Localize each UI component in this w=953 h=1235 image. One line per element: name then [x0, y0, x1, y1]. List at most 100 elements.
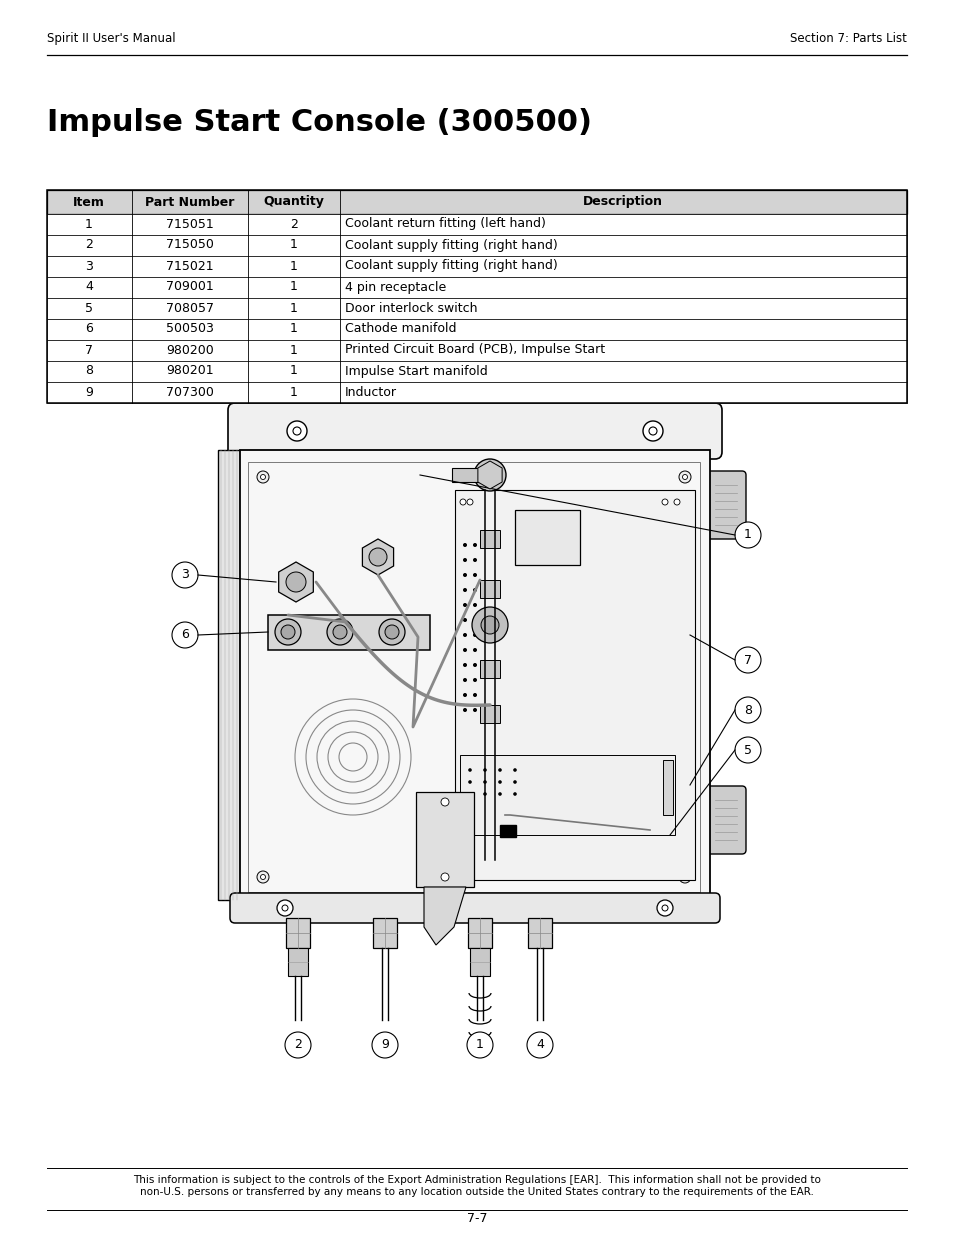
Text: Description: Description — [582, 195, 662, 209]
Bar — [468, 918, 492, 948]
Bar — [662, 760, 672, 815]
Circle shape — [260, 474, 265, 479]
Circle shape — [256, 471, 269, 483]
Text: 8: 8 — [743, 704, 751, 716]
Circle shape — [276, 900, 293, 916]
Circle shape — [473, 648, 476, 652]
Circle shape — [440, 798, 449, 806]
Bar — [47, 214, 906, 235]
Circle shape — [480, 616, 498, 634]
Bar — [47, 319, 906, 340]
Circle shape — [734, 697, 760, 722]
Circle shape — [462, 543, 467, 547]
Bar — [286, 918, 310, 948]
Circle shape — [462, 708, 467, 713]
Bar — [416, 792, 474, 887]
Circle shape — [293, 427, 301, 435]
Text: 980201: 980201 — [166, 364, 213, 378]
Circle shape — [468, 792, 472, 795]
Text: Coolant supply fitting (right hand): Coolant supply fitting (right hand) — [345, 259, 558, 273]
Text: This information is subject to the controls of the Export Administration Regulat: This information is subject to the contr… — [132, 1174, 821, 1197]
Text: Impulse Start Console (300500): Impulse Start Console (300500) — [47, 107, 592, 137]
Text: Impulse Start manifold: Impulse Start manifold — [345, 364, 487, 378]
Bar — [288, 948, 308, 976]
Circle shape — [661, 905, 667, 911]
Circle shape — [679, 871, 690, 883]
Text: 1: 1 — [290, 259, 297, 273]
FancyBboxPatch shape — [705, 471, 745, 538]
Bar — [479, 530, 499, 548]
Bar — [455, 490, 695, 881]
Text: 1: 1 — [290, 238, 297, 252]
Bar — [47, 340, 906, 361]
Circle shape — [333, 625, 347, 638]
Circle shape — [473, 634, 476, 637]
Text: Printed Circuit Board (PCB), Impulse Start: Printed Circuit Board (PCB), Impulse Sta… — [345, 343, 604, 357]
Bar — [248, 462, 700, 892]
Circle shape — [462, 663, 467, 667]
Circle shape — [679, 471, 690, 483]
Circle shape — [482, 781, 486, 784]
Circle shape — [256, 871, 269, 883]
Circle shape — [473, 543, 476, 547]
Circle shape — [172, 562, 198, 588]
Text: 2: 2 — [294, 1039, 301, 1051]
Text: Coolant return fitting (left hand): Coolant return fitting (left hand) — [345, 217, 545, 231]
Text: 7: 7 — [743, 653, 751, 667]
Bar — [47, 190, 906, 214]
Text: 715051: 715051 — [166, 217, 213, 231]
Circle shape — [734, 647, 760, 673]
Circle shape — [369, 548, 387, 566]
Text: 4: 4 — [536, 1039, 543, 1051]
Circle shape — [482, 792, 486, 795]
Bar — [47, 190, 906, 403]
Circle shape — [385, 625, 398, 638]
Circle shape — [327, 619, 353, 645]
Text: Item: Item — [73, 195, 105, 209]
Circle shape — [473, 663, 476, 667]
Circle shape — [440, 873, 449, 881]
Circle shape — [473, 693, 476, 697]
Bar — [47, 277, 906, 298]
Circle shape — [481, 467, 497, 483]
Text: 3: 3 — [181, 568, 189, 582]
Bar — [459, 755, 675, 835]
Text: 4: 4 — [85, 280, 92, 294]
Bar — [515, 510, 579, 564]
Circle shape — [473, 708, 476, 713]
Text: 9: 9 — [380, 1039, 389, 1051]
Circle shape — [642, 421, 662, 441]
Circle shape — [473, 678, 476, 682]
Circle shape — [274, 619, 301, 645]
Text: 4 pin receptacle: 4 pin receptacle — [345, 280, 446, 294]
Text: 707300: 707300 — [166, 385, 213, 399]
Text: 5: 5 — [85, 301, 92, 315]
Bar — [47, 298, 906, 319]
Circle shape — [462, 634, 467, 637]
Text: Quantity: Quantity — [263, 195, 324, 209]
Circle shape — [287, 421, 307, 441]
Text: 715021: 715021 — [166, 259, 213, 273]
Text: Cathode manifold: Cathode manifold — [345, 322, 456, 336]
Text: 708057: 708057 — [166, 301, 213, 315]
Text: 3: 3 — [85, 259, 92, 273]
Circle shape — [282, 905, 288, 911]
Text: 6: 6 — [181, 629, 189, 641]
Bar — [47, 235, 906, 256]
Circle shape — [474, 459, 505, 492]
Circle shape — [285, 1032, 311, 1058]
Text: 1: 1 — [290, 364, 297, 378]
Text: 1: 1 — [743, 529, 751, 541]
Circle shape — [482, 768, 486, 772]
Bar — [479, 580, 499, 598]
Bar — [240, 450, 709, 900]
Bar — [499, 825, 516, 837]
Circle shape — [462, 573, 467, 577]
Circle shape — [497, 781, 501, 784]
Circle shape — [657, 900, 672, 916]
FancyBboxPatch shape — [228, 403, 721, 459]
Circle shape — [526, 1032, 553, 1058]
Bar — [479, 659, 499, 678]
FancyBboxPatch shape — [705, 785, 745, 853]
Circle shape — [462, 648, 467, 652]
